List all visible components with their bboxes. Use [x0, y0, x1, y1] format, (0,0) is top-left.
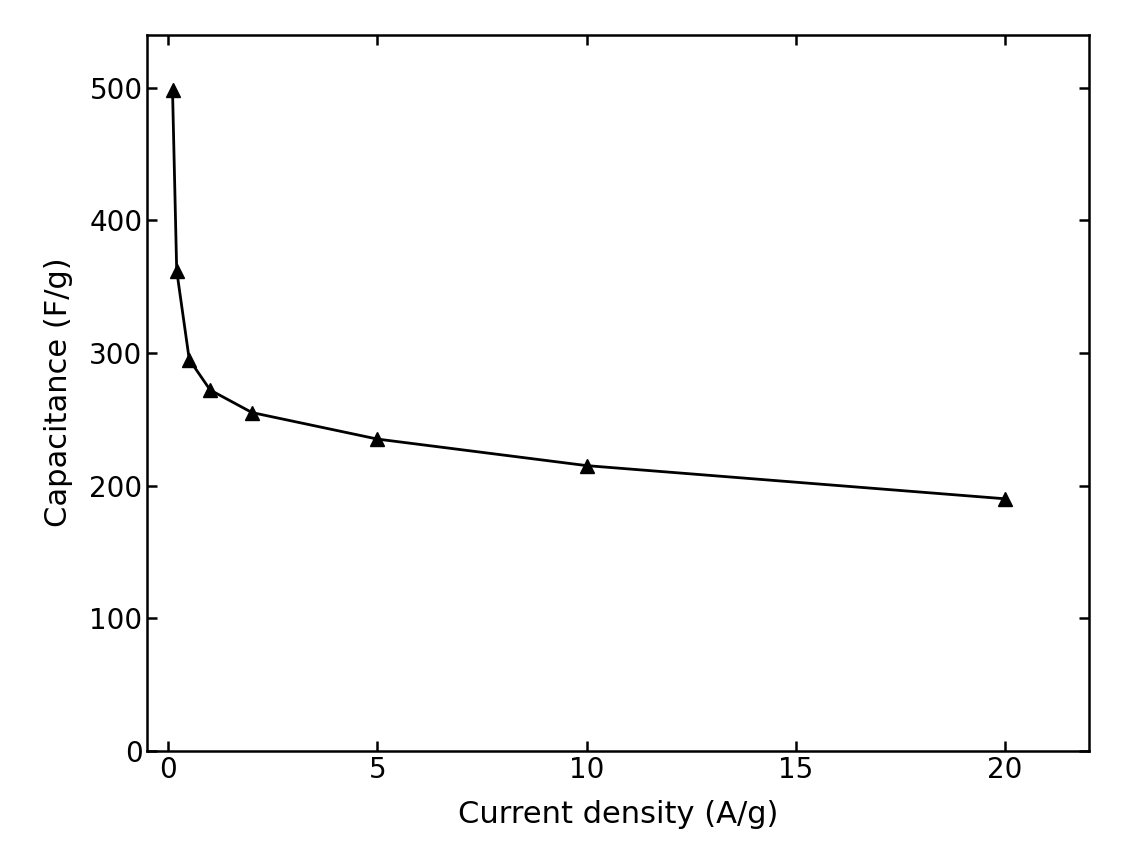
X-axis label: Current density (A/g): Current density (A/g) — [458, 800, 778, 829]
Y-axis label: Capacitance (F/g): Capacitance (F/g) — [43, 258, 73, 527]
